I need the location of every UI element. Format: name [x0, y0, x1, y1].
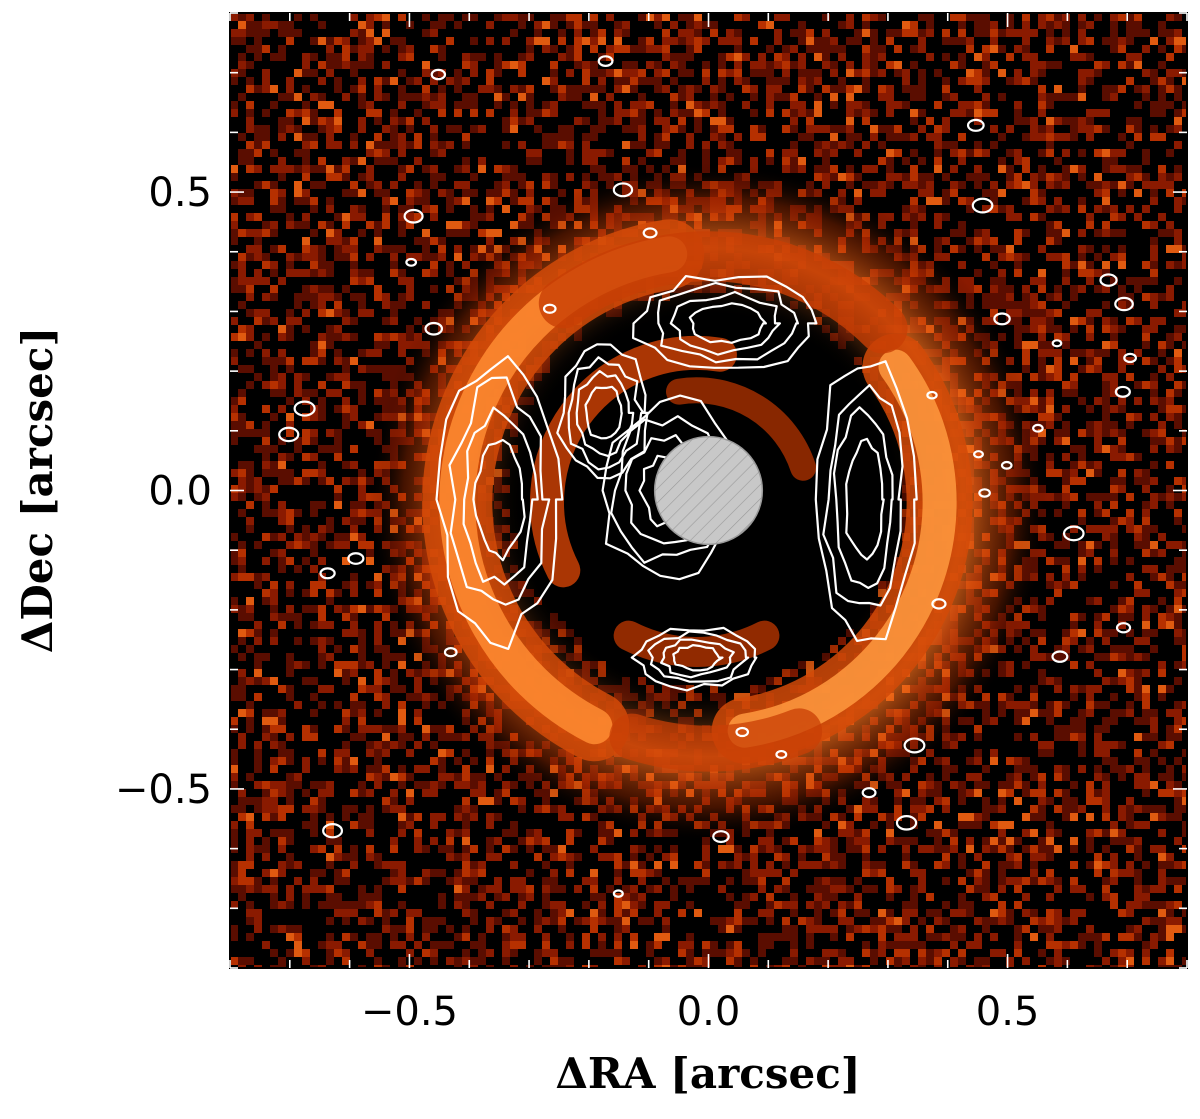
contour-speck — [322, 823, 344, 839]
contour-speck — [712, 830, 730, 844]
contour-speck — [931, 598, 947, 610]
contour-speck — [1062, 525, 1085, 542]
mask-disk — [653, 435, 764, 546]
contour-speck — [612, 889, 624, 898]
y-tick-label: 0.0 — [148, 469, 212, 515]
inner-ring-north — [665, 377, 817, 481]
contour-speck — [1051, 339, 1063, 348]
x-tick-label: 0.0 — [677, 989, 741, 1035]
outer-ring-west-core — [727, 349, 957, 748]
contour-speck — [597, 55, 614, 67]
contour-speck — [443, 647, 458, 658]
plot-area — [230, 13, 1187, 968]
contour-speck — [319, 567, 336, 580]
contour-speck — [735, 726, 750, 738]
outer-ring-south — [609, 708, 823, 772]
contour-speck — [642, 227, 658, 239]
y-tick-label: −0.5 — [115, 767, 212, 813]
contour-speck — [278, 426, 300, 443]
contour-speck — [993, 312, 1011, 326]
axis-ticks — [229, 12, 1188, 969]
contour-speck — [971, 197, 994, 214]
inner-ring-east — [530, 335, 737, 588]
contour-speck — [973, 450, 984, 459]
contour-speck — [347, 552, 365, 565]
contour-speck — [1115, 622, 1132, 634]
contour-speck — [1051, 650, 1069, 663]
contour-speck — [926, 390, 938, 400]
contour-speck — [775, 749, 788, 759]
y-tick-label: 0.5 — [148, 170, 212, 216]
x-axis-label: ΔRA [arcsec] — [555, 1049, 860, 1098]
tick-labels: −0.5 0.0 0.5 0.5 0.0 −0.5 — [115, 170, 1040, 1035]
contour-speck — [403, 208, 424, 224]
contour-speck — [978, 488, 991, 498]
contour-south-inner-arc — [630, 626, 758, 692]
x-tick-label: 0.5 — [976, 989, 1040, 1035]
x-tick-label: −0.5 — [361, 989, 458, 1035]
contour-speck — [1099, 273, 1118, 287]
contour-speck — [430, 68, 447, 81]
contour-west-outer-arc — [814, 360, 918, 642]
contour-speck — [1032, 423, 1044, 433]
contour-speck — [1114, 385, 1131, 398]
contour-east-outer-arc — [435, 355, 564, 650]
contour-speck — [903, 737, 926, 754]
contour-speck — [612, 182, 634, 198]
contour-speck — [861, 787, 877, 799]
contour-speck — [293, 400, 316, 417]
y-axis-label: ΔDec [arcsec] — [13, 327, 62, 654]
contour-speck — [405, 257, 418, 267]
contour-north-outer-arc — [632, 275, 818, 369]
contour-speck — [1123, 352, 1137, 364]
contour-speck — [1114, 296, 1134, 312]
contour-speck — [895, 815, 918, 831]
coronagraph-mask — [653, 435, 764, 546]
contour-speck — [424, 321, 444, 336]
contour-speck — [1000, 460, 1013, 470]
contour-speck — [542, 303, 557, 314]
contour-speck — [966, 118, 985, 132]
outer-ring-north — [538, 231, 908, 354]
